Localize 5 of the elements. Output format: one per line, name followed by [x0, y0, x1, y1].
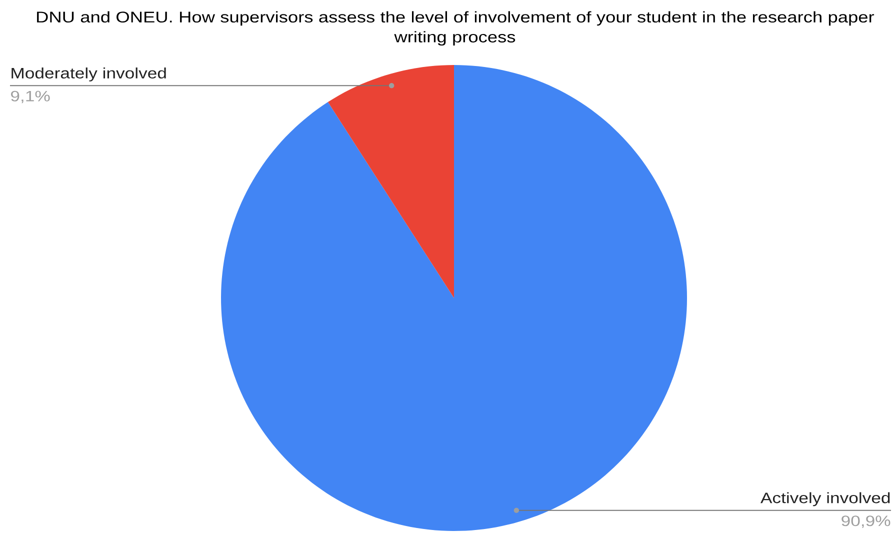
data-label: 9,1% [11, 90, 50, 104]
slice-label: Actively involved [760, 492, 890, 506]
chart-title: DNU and ONEU. How supervisors assess the level of involvement of your student in the research paper writing process [37, 11, 874, 46]
data-label: 90,9% [842, 516, 890, 528]
slice-label: Moderately involved [12, 68, 166, 82]
